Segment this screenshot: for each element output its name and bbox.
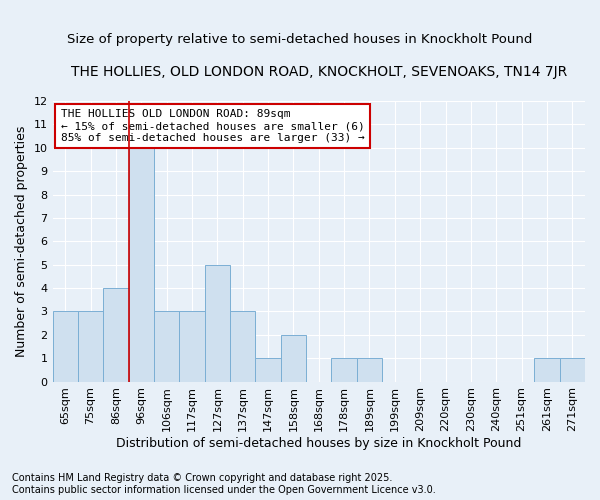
- Bar: [281, 335, 306, 382]
- Bar: [128, 148, 154, 382]
- Bar: [256, 358, 281, 382]
- Text: THE HOLLIES OLD LONDON ROAD: 89sqm
← 15% of semi-detached houses are smaller (6): THE HOLLIES OLD LONDON ROAD: 89sqm ← 15%…: [61, 110, 364, 142]
- X-axis label: Distribution of semi-detached houses by size in Knockholt Pound: Distribution of semi-detached houses by …: [116, 437, 521, 450]
- Bar: [205, 264, 230, 382]
- Y-axis label: Number of semi-detached properties: Number of semi-detached properties: [15, 126, 28, 357]
- Bar: [78, 312, 103, 382]
- Bar: [179, 312, 205, 382]
- Text: Size of property relative to semi-detached houses in Knockholt Pound: Size of property relative to semi-detach…: [67, 32, 533, 46]
- Bar: [331, 358, 357, 382]
- Bar: [53, 312, 78, 382]
- Bar: [154, 312, 179, 382]
- Text: Contains HM Land Registry data © Crown copyright and database right 2025.
Contai: Contains HM Land Registry data © Crown c…: [12, 474, 436, 495]
- Title: THE HOLLIES, OLD LONDON ROAD, KNOCKHOLT, SEVENOAKS, TN14 7JR: THE HOLLIES, OLD LONDON ROAD, KNOCKHOLT,…: [71, 65, 567, 79]
- Bar: [230, 312, 256, 382]
- Bar: [103, 288, 128, 382]
- Bar: [357, 358, 382, 382]
- Bar: [534, 358, 560, 382]
- Bar: [560, 358, 585, 382]
